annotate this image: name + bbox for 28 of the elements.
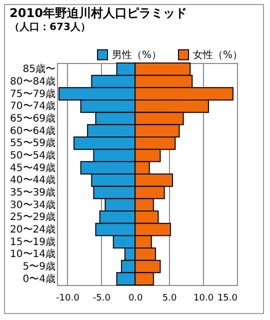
x-tick-label: -10.0: [56, 294, 80, 304]
x-tick-label: -5.0: [92, 294, 111, 304]
chart-title: 2010年野迫川村人口ピラミッド: [10, 6, 187, 20]
y-tick-label: 40〜44歳: [10, 174, 56, 186]
chart-subtitle: （人口：673人）: [10, 21, 90, 33]
x-tick-label: 5.0: [162, 294, 177, 304]
x-tick-label: 0.0: [128, 294, 144, 304]
y-tick-label: 75〜79歳: [10, 88, 56, 100]
legend-label: 女性（%）: [193, 48, 243, 61]
y-tick-label: 80〜84歳: [10, 76, 56, 88]
y-tick-label: 25〜29歳: [10, 211, 56, 224]
y-tick-label: 0〜4歳: [22, 272, 56, 285]
y-tick-label: 5〜9歳: [22, 260, 56, 272]
x-tick-label: 10.0: [194, 294, 214, 304]
y-tick-label: 20〜24歳: [10, 224, 56, 236]
y-tick-label: 55〜59歳: [10, 137, 56, 150]
x-tick-label: 15.0: [217, 294, 238, 304]
y-tick-label: 85歳〜: [22, 63, 56, 76]
y-tick-label: 35〜39歳: [10, 186, 56, 198]
y-tick-label: 15〜19歳: [10, 236, 56, 248]
y-tick-label: 70〜74歳: [10, 100, 56, 112]
y-tick-label: 10〜14歳: [10, 248, 56, 260]
legend-label: 男性（%）: [112, 48, 162, 61]
y-tick-label: 30〜34歳: [10, 198, 56, 211]
y-tick-label: 45〜49歳: [10, 162, 56, 174]
y-tick-label: 50〜54歳: [10, 150, 56, 162]
y-tick-label: 60〜64歳: [10, 124, 56, 137]
y-tick-label: 65〜69歳: [10, 112, 56, 124]
